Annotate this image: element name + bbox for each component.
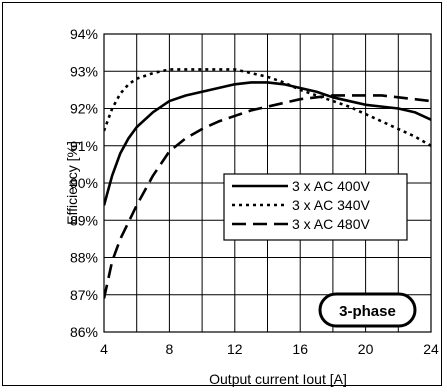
phase-badge: 3-phase — [318, 292, 417, 328]
plot-area — [103, 33, 432, 333]
y-tick-label: 93% — [70, 63, 98, 79]
x-tick-label: 16 — [292, 341, 308, 357]
y-tick-label: 90% — [70, 175, 98, 191]
y-tick-label: 89% — [70, 212, 98, 228]
y-axis-ticks: 86% 87% 88% 89% 90% 91% 92% 93% 94% — [70, 26, 98, 340]
x-tick-label: 8 — [166, 341, 174, 357]
legend-label: 3 x AC 480V — [292, 216, 370, 232]
chart-frame — [2, 2, 442, 386]
y-axis-label: Efficiency [%] — [64, 141, 80, 225]
y-tick-label: 94% — [70, 26, 98, 42]
x-axis-ticks: 4 8 12 16 20 24 — [100, 341, 439, 357]
x-tick-label: 12 — [227, 341, 243, 357]
y-tick-label: 91% — [70, 138, 98, 154]
y-tick-label: 86% — [70, 324, 98, 340]
phase-badge-label: 3-phase — [339, 303, 396, 320]
legend: 3 x AC 400V 3 x AC 340V 3 x AC 480V — [223, 173, 408, 241]
x-tick-label: 4 — [100, 341, 108, 357]
legend-label: 3 x AC 400V — [292, 178, 370, 194]
y-tick-label: 87% — [70, 287, 98, 303]
x-tick-label: 20 — [358, 341, 374, 357]
x-tick-label: 24 — [423, 341, 439, 357]
legend-label: 3 x AC 340V — [292, 197, 370, 213]
series-lines — [104, 68, 431, 299]
x-axis-label: Output current Iout [A] — [209, 371, 347, 387]
y-tick-label: 88% — [70, 250, 98, 266]
y-tick-label: 92% — [70, 101, 98, 117]
series-line-1 — [104, 81, 431, 206]
series-line-3 — [104, 94, 431, 299]
